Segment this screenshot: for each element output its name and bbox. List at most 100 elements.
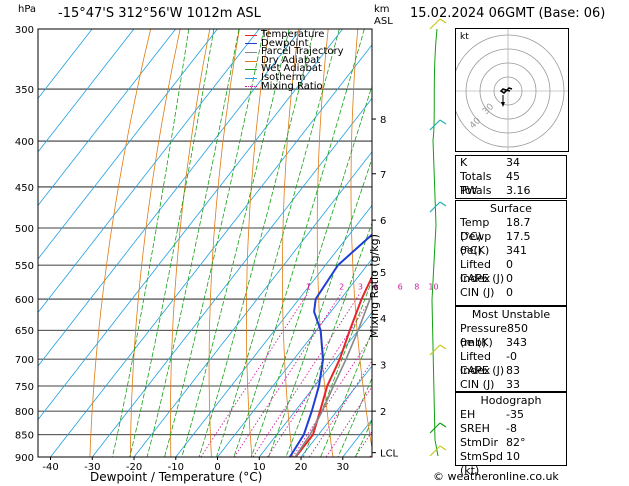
legend-swatch: [245, 34, 257, 36]
hodograph-table: Hodograph EH -35 SREH -8 StmDir 82° StmSpd …: [455, 392, 567, 477]
pressure-tick-label: 900: [15, 453, 34, 464]
mixing-ratio-line: [308, 360, 372, 457]
legend-label: Dry Adiabat: [261, 54, 321, 66]
dry-adiabat: [130, 29, 181, 457]
series-dewpoint: [288, 233, 372, 457]
wind-barb: [429, 201, 441, 213]
wind-barb: [439, 18, 447, 24]
series-temperature: [294, 274, 372, 457]
mixing-ratio-label: 1: [306, 282, 311, 291]
mixing-ratio-line: [252, 292, 361, 457]
pressure-tick-label: 700: [15, 355, 34, 366]
wet-adiabat: [181, 29, 290, 457]
hodograph: kt 30 40: [455, 28, 569, 152]
x-tick-label: 20: [295, 462, 308, 473]
legend-swatch: [245, 86, 257, 88]
dry-adiabat: [316, 29, 334, 457]
wet-adiabat: [164, 29, 265, 457]
legend-label: Temperature: [261, 29, 325, 40]
mixing-ratio-line: [292, 334, 372, 457]
isotherm: [38, 29, 302, 367]
credit-text: © weatheronline.co.uk: [433, 470, 559, 483]
most-unstable-row: Pressure (mb) 850: [460, 322, 528, 349]
wet-adiabat: [233, 29, 365, 457]
wind-barb: [429, 18, 441, 30]
datetime-title: 15.02.2024 06GMT (Base: 06): [410, 6, 606, 21]
mixing-ratio-label: 3: [358, 282, 363, 291]
legend-swatch: [245, 69, 257, 71]
dry-adiabat: [208, 29, 240, 457]
legend-label: Mixing Ratio: [261, 80, 323, 92]
surface-row: θe(K) 341: [460, 244, 527, 257]
index-row: PW (cm)3.16: [460, 184, 531, 211]
pressure-tick-label: 350: [15, 85, 34, 96]
x-tick-label: 10: [253, 462, 266, 473]
plot-frame: [37, 28, 373, 458]
isotherm: [175, 204, 372, 457]
km-tick-label: 3: [380, 361, 386, 372]
wet-adiabat: [129, 29, 215, 457]
dry-adiabat: [595, 29, 629, 457]
mixing-ratio-line: [325, 385, 372, 457]
pressure-tick-label: 650: [15, 326, 34, 337]
pressure-tick-label: 850: [15, 431, 34, 442]
most-unstable-row: CAPE (J) 83: [460, 364, 520, 377]
mixing-ratio-axis-title: Mixing Ratio (g/kg): [368, 234, 381, 338]
km-tick-label: 2: [380, 407, 386, 418]
legend-item: Isotherm: [245, 73, 344, 83]
surface-row: Dewp (°C) 17.5: [460, 230, 531, 257]
wind-barb: [429, 119, 441, 131]
legend-item: Parcel Trajectory: [245, 46, 344, 58]
legend-swatch: [245, 60, 257, 62]
mixing-ratio-label: 4: [373, 282, 378, 291]
most-unstable-row: Lifted Index -0: [460, 350, 517, 377]
isotherm: [38, 29, 343, 421]
legend-label: Parcel Trajectory: [261, 46, 344, 58]
x-tick-label: 30: [336, 462, 349, 473]
wind-barb: [439, 422, 447, 428]
surface-table: Surface Temp (°C) 18.7 Dewp (°C) 17.5 θe(K…: [455, 200, 567, 306]
legend-item: Mixing Ratio: [245, 80, 344, 92]
wet-adiabat: [302, 279, 372, 457]
index-row: K 34: [460, 156, 520, 169]
surface-row: Temp (°C) 18.7: [460, 216, 531, 243]
wind-barb: [439, 344, 447, 350]
hodograph-row: SREH -8: [460, 422, 517, 435]
x-tick-label: -20: [126, 462, 142, 473]
most-unstable-table: Most Unstable Pressure (mb) 850 θe (K) 343…: [455, 306, 567, 392]
hodograph-row: StmDir 82°: [460, 436, 526, 449]
dry-adiabat: [282, 29, 299, 457]
surface-row: CAPE (J) 0: [460, 272, 513, 285]
wind-barb: [429, 344, 441, 356]
wet-adiabat: [337, 377, 372, 457]
km-unit-label: km ASL: [374, 4, 393, 28]
isotherm: [38, 29, 218, 260]
isotherm: [133, 151, 372, 457]
wind-profile-line: [431, 28, 439, 457]
legend-swatch: [245, 43, 257, 45]
pressure-tick-label: 550: [15, 261, 34, 272]
pressure-tick-label: 800: [15, 407, 34, 418]
legend-swatch: [245, 77, 257, 79]
legend-item: Temperature: [245, 29, 344, 40]
hodograph-row: StmSpd (kt) 10: [460, 450, 520, 477]
isotherm: [38, 29, 176, 207]
pressure-tick-label: 450: [15, 183, 34, 194]
km-tick-label: 6: [380, 216, 386, 227]
hodograph-row: EH -35: [460, 408, 524, 421]
surface-title: Surface: [490, 202, 532, 215]
legend-item: Wet Adiabat: [245, 64, 344, 74]
dry-adiabat: [624, 29, 629, 457]
wind-barb: [429, 445, 441, 457]
isotherm: [217, 258, 372, 457]
wet-adiabat: [112, 29, 190, 457]
index-row: Totals Totals 45: [460, 170, 520, 197]
wet-adiabat: [320, 330, 372, 457]
wet-adiabat: [216, 29, 340, 457]
surface-row: Lifted Index 0: [460, 258, 513, 285]
wet-adiabat: [268, 157, 372, 457]
dry-adiabat: [170, 29, 211, 457]
isotherm: [38, 29, 135, 153]
km-tick-label: 8: [380, 115, 386, 126]
